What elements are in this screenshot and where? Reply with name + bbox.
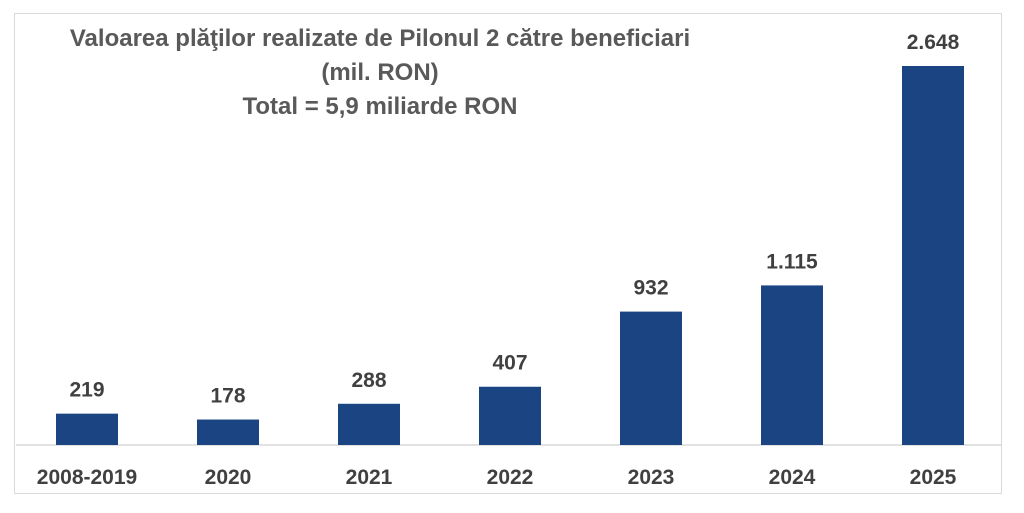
bar-2020 [197,419,259,445]
chart-annotation: Total = 5,9 miliarde RON [243,93,518,120]
data-label-2025: 2.648 [907,31,960,54]
data-label-2024: 1.115 [766,250,818,273]
x-tick-label-2025: 2025 [910,466,957,489]
x-tick-label-2022: 2022 [487,466,534,489]
bar-2024 [761,285,823,445]
x-tick-label-2008-2019: 2008-2019 [37,466,137,489]
bar-2025 [902,66,964,445]
bar-2021 [338,403,400,445]
data-label-2023: 932 [633,277,668,300]
data-label-2021: 288 [351,369,386,392]
chart-title: Valoarea plăţilor realizate de Pilonul 2… [70,25,690,52]
bar-2022 [479,386,541,445]
x-tick-label-2023: 2023 [628,466,675,489]
bars-group: 219 2008-2019 178 2020 288 2021 407 2022 932 2023… [37,31,964,489]
x-tick-label-2020: 2020 [205,466,252,489]
x-tick-label-2021: 2021 [346,466,393,489]
x-tick-label-2024: 2024 [769,466,816,489]
data-label-2020: 178 [210,385,245,408]
chart-subtitle: (mil. RON) [321,59,438,86]
data-label-2022: 407 [492,352,527,375]
bar-2008-2019 [56,413,118,445]
data-label-2008-2019: 219 [69,379,104,402]
bar-2023 [620,311,682,445]
